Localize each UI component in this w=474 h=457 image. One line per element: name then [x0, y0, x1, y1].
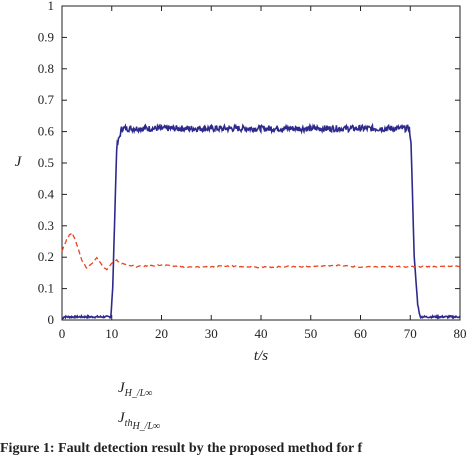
- y-tick-label: 0.7: [38, 92, 55, 107]
- plot-frame: [61, 5, 461, 321]
- legend: JH_/L∞ JthH_/L∞: [60, 378, 360, 438]
- y-tick-label: 1: [48, 0, 55, 13]
- x-tick-label: 60: [354, 326, 367, 341]
- x-tick-label: 40: [255, 326, 268, 341]
- series-line-jth: [61, 231, 461, 271]
- y-tick-label: 0.4: [38, 186, 55, 201]
- x-tick-label: 20: [155, 326, 168, 341]
- x-tick-label: 70: [404, 326, 417, 341]
- y-tick-label: 0.1: [38, 281, 54, 296]
- chart: 0 10 20 30 40 50 60 70 80 0 0.1 0.2 0.3 0.4 0.5 0.6 0.7 0…: [15, 0, 467, 364]
- legend-label-jth: JthH_/L∞: [118, 410, 161, 432]
- legend-item-jth: JthH_/L∞: [60, 408, 360, 438]
- x-tick-label: 80: [454, 326, 467, 341]
- x-tick-label: 10: [105, 326, 118, 341]
- y-tick-label: 0.5: [38, 155, 54, 170]
- x-tick-label: 50: [304, 326, 317, 341]
- y-tick-label: 0.2: [38, 249, 54, 264]
- ticks: 0 10 20 30 40 50 60 70 80 0 0.1 0.2 0.3 0.4 0.5 0.6 0.7 0…: [38, 0, 467, 341]
- x-tick-label: 0: [59, 326, 66, 341]
- legend-label-j: JH_/L∞: [118, 380, 153, 399]
- series-line-j: [61, 122, 461, 321]
- y-tick-label: 0.8: [38, 61, 54, 76]
- y-tick-label: 0: [48, 312, 55, 327]
- y-tick-label: 0.3: [38, 218, 54, 233]
- x-axis-label: t/s: [254, 348, 268, 364]
- y-tick-label: 0.9: [38, 29, 54, 44]
- figure-caption: Figure 1: Fault detection result by the …: [0, 441, 363, 456]
- x-tick-label: 30: [205, 326, 218, 341]
- legend-item-j: JH_/L∞: [60, 378, 360, 408]
- y-tick-label: 0.6: [38, 124, 55, 139]
- series-group: [61, 122, 461, 321]
- y-axis-label: J: [15, 154, 23, 170]
